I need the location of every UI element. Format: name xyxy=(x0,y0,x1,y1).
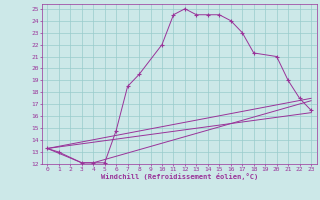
X-axis label: Windchill (Refroidissement éolien,°C): Windchill (Refroidissement éolien,°C) xyxy=(100,173,258,180)
